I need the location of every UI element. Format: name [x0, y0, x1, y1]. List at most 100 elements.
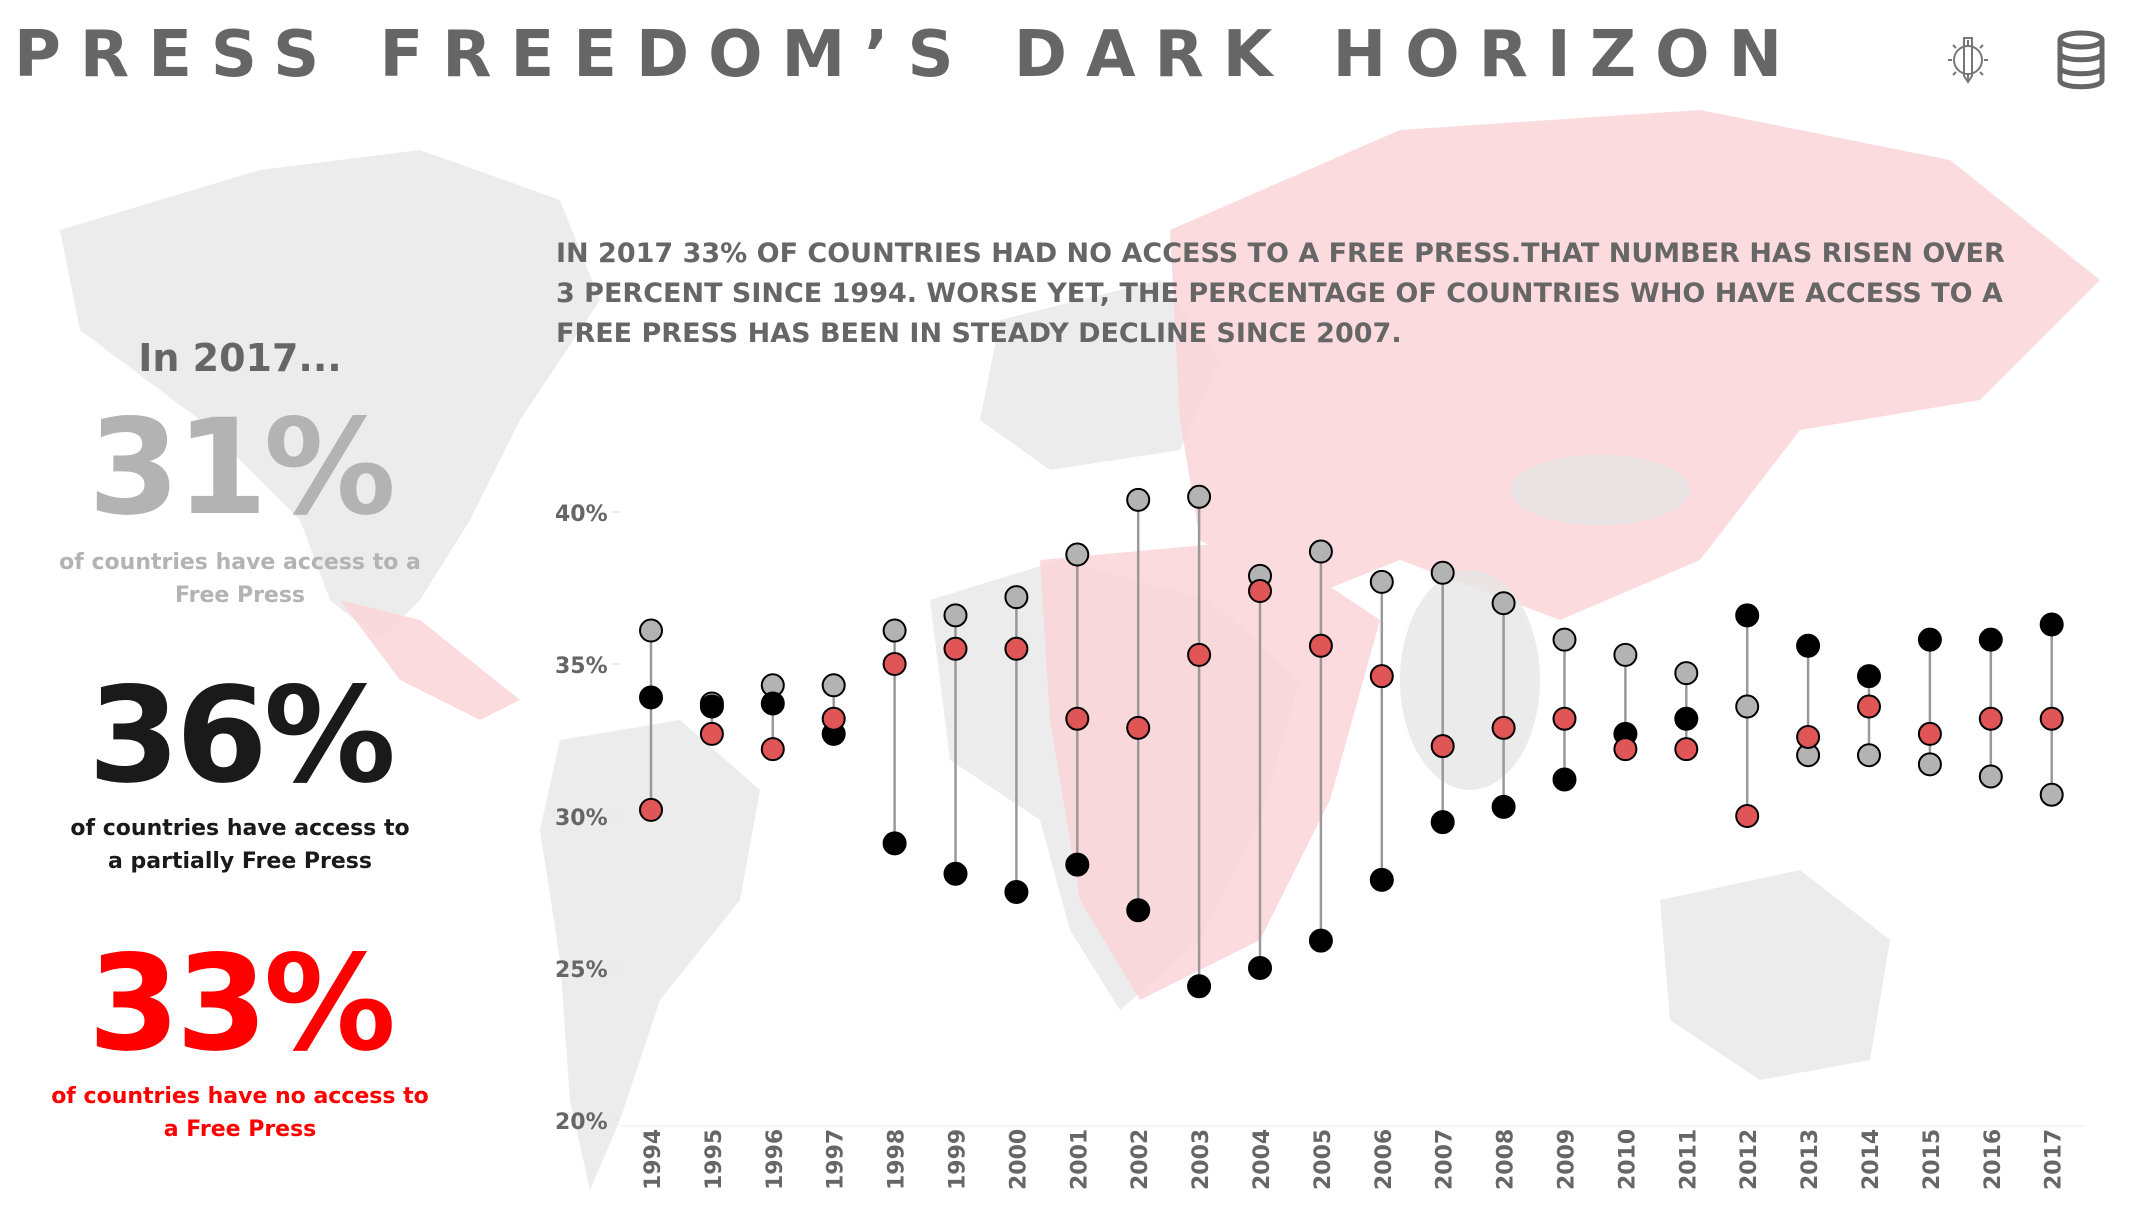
point-not-free: [1004, 636, 1029, 661]
point-free: [821, 673, 846, 698]
point-not-free: [1065, 706, 1090, 731]
point-not-free: [1187, 642, 1212, 667]
point-free: [1126, 487, 1151, 512]
point-not-free: [1248, 579, 1272, 604]
point-partly-free: [699, 694, 724, 719]
not-free-caption: of countries have no access to a Free Pr…: [51, 1084, 429, 1142]
point-not-free: [760, 737, 785, 762]
map-south-america: [540, 720, 760, 1190]
point-not-free: [821, 706, 846, 731]
point-not-free: [1613, 737, 1638, 762]
point-partly-free: [943, 861, 968, 886]
point-partly-free: [1248, 956, 1272, 980]
x-tick-label: 2010: [1615, 1129, 1640, 1190]
dashboard-title: PRESS FREEDOM’S DARK HORIZON: [14, 18, 1802, 92]
point-partly-free: [882, 831, 907, 856]
point-partly-free: [1369, 867, 1394, 892]
point-not-free: [1857, 694, 1881, 719]
point-not-free: [1430, 734, 1455, 759]
point-free: [1857, 743, 1881, 768]
point-free: [1917, 752, 1942, 777]
x-tick-label: 2005: [1311, 1129, 1336, 1190]
point-free: [1369, 569, 1394, 594]
tools-gear-pencil-icon[interactable]: [1946, 30, 1990, 86]
x-tick-label: 2011: [1676, 1129, 1701, 1190]
x-tick-label: 2002: [1128, 1129, 1153, 1190]
point-free: [2039, 782, 2064, 807]
x-tick-label: 1997: [824, 1129, 849, 1190]
y-tick-label: 40%: [555, 502, 608, 527]
x-tick-label: 2015: [1920, 1129, 1945, 1190]
free-press-percent: 31%: [88, 391, 396, 545]
point-partly-free: [1735, 603, 1760, 628]
point-not-free: [1552, 706, 1577, 731]
point-free: [1308, 539, 1333, 564]
not-free-percent: 33%: [88, 927, 396, 1081]
point-partly-free: [1491, 794, 1516, 819]
x-tick-label: 2012: [1737, 1129, 1762, 1190]
x-tick-label: 2014: [1859, 1129, 1884, 1190]
point-not-free: [1735, 804, 1760, 828]
x-tick-label: 2008: [1494, 1129, 1519, 1190]
point-free: [882, 618, 907, 643]
database-icon[interactable]: [2056, 30, 2106, 90]
x-tick-label: 1998: [885, 1129, 910, 1190]
free-press-caption: of countries have access to a Free Press: [59, 550, 421, 608]
point-free: [1065, 542, 1090, 567]
point-free: [1978, 764, 2003, 789]
point-not-free: [1369, 664, 1394, 689]
y-tick-label: 35%: [555, 654, 608, 679]
point-not-free: [882, 652, 907, 676]
x-tick-label: 2004: [1250, 1129, 1275, 1190]
map-mongolia: [1510, 455, 1690, 525]
point-free: [1004, 585, 1029, 610]
point-free: [1552, 627, 1577, 652]
partly-free-percent: 36%: [88, 659, 396, 813]
x-tick-label: 2009: [1555, 1129, 1580, 1190]
point-partly-free: [1674, 706, 1699, 731]
y-tick-label: 25%: [555, 958, 608, 983]
point-free: [1491, 591, 1516, 616]
x-tick-label: 2016: [1981, 1129, 2006, 1190]
x-tick-label: 2017: [2042, 1129, 2067, 1190]
point-partly-free: [2039, 612, 2064, 637]
map-australia: [1660, 870, 1890, 1080]
point-not-free: [1674, 737, 1699, 762]
point-not-free: [1796, 724, 1821, 749]
map-north-america: [60, 150, 600, 640]
point-partly-free: [1187, 974, 1212, 999]
point-partly-free: [639, 685, 663, 710]
point-free: [1735, 694, 1760, 719]
map-mexico: [340, 600, 520, 720]
point-partly-free: [1308, 928, 1333, 953]
point-partly-free: [1065, 852, 1090, 877]
point-not-free: [1978, 706, 2003, 731]
point-partly-free: [1004, 880, 1029, 904]
x-tick-label: 2000: [1006, 1129, 1031, 1190]
map-europe: [980, 280, 1220, 470]
narrative-text: IN 2017 33% OF COUNTRIES HAD NO ACCESS T…: [556, 238, 2005, 349]
point-free: [1187, 484, 1212, 509]
point-partly-free: [1978, 627, 2003, 652]
x-tick-label: 1994: [641, 1129, 666, 1190]
point-not-free: [699, 721, 724, 746]
x-tick-label: 2007: [1433, 1129, 1458, 1190]
x-tick-label: 2013: [1798, 1129, 1823, 1190]
point-partly-free: [1796, 633, 1821, 658]
x-tick-label: 2003: [1189, 1129, 1214, 1190]
point-partly-free: [1126, 898, 1151, 923]
x-tick-label: 2006: [1372, 1129, 1397, 1190]
x-tick-label: 2001: [1067, 1129, 1092, 1190]
map-russia-asia: [1170, 110, 2100, 620]
point-partly-free: [1917, 627, 1942, 652]
point-partly-free: [1430, 810, 1455, 835]
point-not-free: [1917, 721, 1942, 746]
x-tick-label: 1995: [702, 1129, 727, 1190]
point-partly-free: [1552, 767, 1577, 792]
point-partly-free: [1857, 664, 1881, 689]
point-partly-free: [760, 691, 785, 716]
point-not-free: [1491, 715, 1516, 740]
y-tick-label: 20%: [555, 1110, 608, 1135]
